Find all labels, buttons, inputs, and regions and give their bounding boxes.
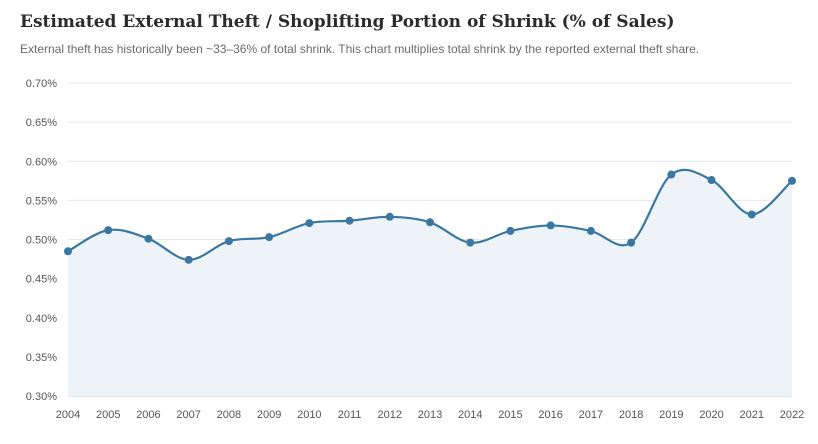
x-tick-label: 2022 — [780, 409, 804, 421]
y-tick-label: 0.35% — [26, 352, 57, 364]
x-tick-label: 2015 — [498, 409, 522, 421]
data-point — [506, 226, 515, 235]
data-point — [385, 212, 394, 221]
data-point — [224, 237, 233, 246]
x-tick-label: 2011 — [338, 409, 362, 421]
y-tick-label: 0.60% — [26, 156, 57, 168]
x-tick-label: 2019 — [659, 409, 683, 421]
data-point — [788, 176, 796, 185]
y-tick-label: 0.50% — [26, 235, 57, 247]
x-tick-label: 2006 — [136, 409, 160, 421]
x-tick-label: 2008 — [217, 409, 241, 421]
x-tick-label: 2004 — [56, 409, 80, 421]
x-tick-label: 2016 — [538, 409, 562, 421]
data-point — [707, 176, 716, 185]
x-tick-label: 2014 — [458, 409, 482, 421]
data-point — [426, 218, 434, 227]
x-tick-label: 2017 — [579, 409, 603, 421]
x-tick-label: 2020 — [699, 409, 723, 421]
data-point — [184, 255, 193, 264]
chart-title: Estimated External Theft / Shoplifting P… — [20, 12, 675, 32]
y-tick-label: 0.30% — [26, 391, 57, 403]
x-tick-label: 2009 — [257, 409, 281, 421]
y-tick-label: 0.45% — [26, 274, 57, 286]
y-tick-label: 0.65% — [26, 117, 57, 129]
data-point — [627, 238, 636, 247]
data-point — [305, 219, 314, 228]
y-tick-label: 0.40% — [26, 313, 57, 325]
data-point — [546, 221, 555, 230]
data-point — [586, 226, 595, 235]
data-point — [747, 210, 756, 219]
x-tick-label: 2012 — [378, 409, 402, 421]
data-point — [64, 247, 72, 256]
x-tick-label: 2010 — [297, 409, 321, 421]
data-point — [667, 170, 676, 179]
data-point — [345, 216, 354, 225]
data-point — [144, 234, 153, 243]
x-tick-label: 2018 — [619, 409, 643, 421]
y-tick-label: 0.55% — [26, 195, 57, 207]
x-tick-label: 2007 — [176, 409, 200, 421]
data-point — [265, 233, 274, 242]
x-tick-label: 2005 — [96, 409, 120, 421]
area-fill — [68, 169, 792, 396]
data-point — [104, 226, 113, 235]
chart-subtitle: External theft has historically been ~33… — [20, 42, 700, 56]
x-tick-label: 2021 — [740, 409, 764, 421]
data-point — [466, 238, 475, 247]
x-tick-label: 2013 — [418, 409, 442, 421]
y-tick-label: 0.70% — [26, 78, 57, 90]
